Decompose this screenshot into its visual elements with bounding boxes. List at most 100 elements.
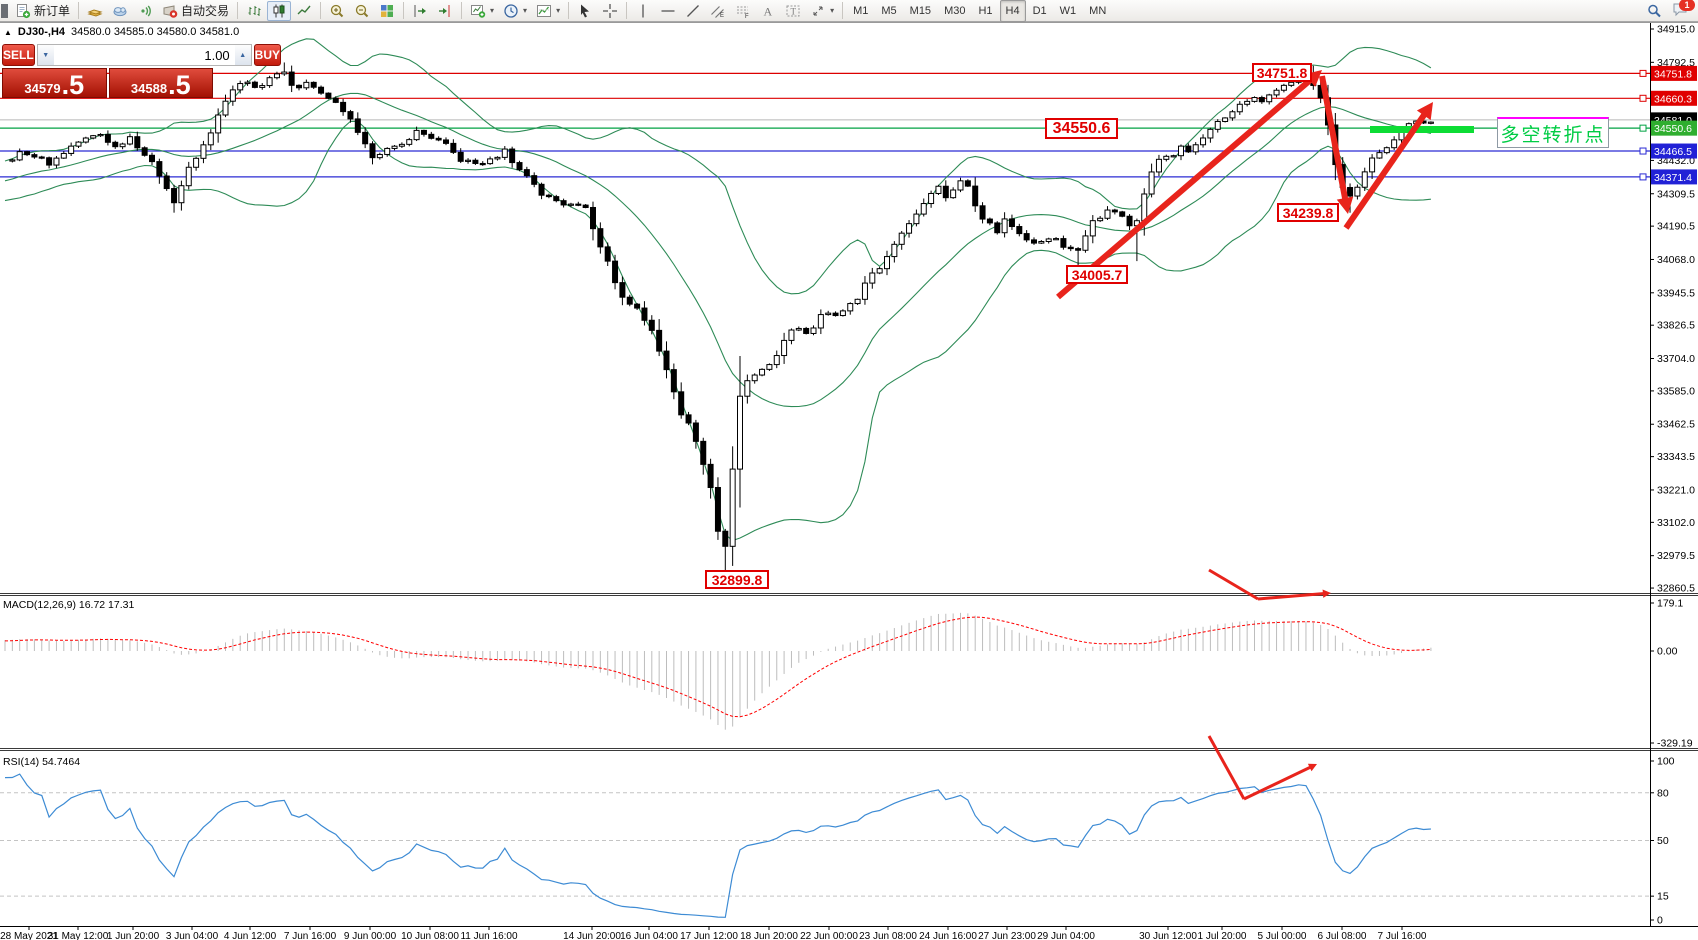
cursor-tool-button[interactable] bbox=[573, 1, 597, 21]
zoom-in-button[interactable] bbox=[325, 1, 349, 21]
sell-price-display[interactable]: 34579 .5 bbox=[2, 68, 107, 98]
rsi-label: RSI(14) 54.7464 bbox=[3, 756, 81, 768]
timeframe-M5[interactable]: M5 bbox=[881, 4, 897, 17]
autotrade-icon bbox=[163, 4, 178, 18]
timeframe-H4[interactable]: H4 bbox=[999, 0, 1026, 22]
timeframe-M1[interactable]: M1 bbox=[853, 4, 869, 17]
price-label-object[interactable]: 34239.8 bbox=[1277, 203, 1339, 222]
candle bbox=[31, 154, 38, 158]
timeframe-MN[interactable]: MN bbox=[1089, 4, 1107, 17]
candle bbox=[1016, 226, 1023, 235]
price-label-object[interactable]: 34550.6 bbox=[1045, 118, 1118, 139]
time-axis-label: 17 Jun 12:00 bbox=[680, 931, 738, 940]
timeframe-M30[interactable]: M30 bbox=[944, 4, 966, 17]
horizontal-line-tool[interactable] bbox=[656, 1, 680, 21]
trend-arrow bbox=[1319, 75, 1350, 206]
fibonacci-tool[interactable]: F bbox=[731, 1, 755, 21]
timeframe-H1[interactable]: H1 bbox=[978, 4, 993, 17]
candle bbox=[986, 218, 993, 224]
arrow-head bbox=[1307, 763, 1317, 772]
text-tool[interactable]: A bbox=[756, 1, 780, 21]
candle bbox=[391, 145, 398, 149]
note-text-object[interactable]: 多空转折点 bbox=[1497, 117, 1609, 148]
search-icon bbox=[1648, 4, 1661, 17]
indicators-button[interactable]: ▾ bbox=[532, 1, 564, 21]
trendline-tool[interactable] bbox=[681, 1, 705, 21]
candle bbox=[1053, 238, 1060, 241]
timeframe-D1[interactable]: D1 bbox=[1032, 4, 1047, 17]
chart-shift-icon bbox=[439, 4, 450, 17]
autotrade-button[interactable]: 自动交易 bbox=[158, 1, 233, 21]
candlestick-chart-button[interactable] bbox=[267, 0, 292, 21]
candle bbox=[406, 139, 413, 145]
timeframe-W1[interactable]: W1 bbox=[1059, 4, 1077, 17]
time-axis-label: 9 Jun 00:00 bbox=[344, 931, 397, 940]
timeframe-M15[interactable]: M15 bbox=[909, 4, 932, 17]
price-axis-label: 32979.5 bbox=[1657, 550, 1695, 562]
candle bbox=[1163, 155, 1170, 160]
candle bbox=[678, 391, 685, 416]
candle bbox=[90, 135, 97, 139]
zoom-out-button[interactable] bbox=[350, 1, 374, 21]
candle bbox=[560, 200, 567, 206]
candle bbox=[825, 312, 832, 316]
buy-price-display[interactable]: 34588 .5 bbox=[108, 68, 213, 98]
notifications-button[interactable]: 1 bbox=[1672, 0, 1695, 21]
chart-shift-button[interactable] bbox=[433, 1, 457, 21]
line-chart-button[interactable] bbox=[292, 1, 316, 21]
candle bbox=[1207, 128, 1214, 139]
candle bbox=[1244, 100, 1251, 105]
new-chart-button[interactable]: ▾ bbox=[466, 1, 498, 21]
price-badge-label: 34466.5 bbox=[1654, 146, 1692, 158]
candle bbox=[354, 118, 361, 133]
candle bbox=[891, 243, 898, 258]
autotrade-label: 自动交易 bbox=[181, 4, 230, 18]
price-axis-label: 34792.5 bbox=[1657, 57, 1695, 69]
price-badge bbox=[1651, 169, 1697, 185]
bar-chart-button[interactable] bbox=[242, 1, 266, 21]
arrows-tool[interactable]: ▾ bbox=[806, 1, 838, 21]
price-label-object[interactable]: 34005.7 bbox=[1066, 265, 1128, 284]
text-label-tool[interactable]: T bbox=[781, 1, 805, 21]
zoom-in-icon bbox=[330, 4, 344, 17]
volume-input[interactable] bbox=[53, 45, 235, 65]
period-button[interactable]: ▾ bbox=[499, 1, 531, 21]
history-center-button[interactable] bbox=[108, 1, 132, 21]
sell-button[interactable]: SELL bbox=[2, 44, 35, 66]
candle bbox=[553, 196, 560, 202]
market-watch-button[interactable] bbox=[83, 1, 107, 21]
equidistant-channel-icon: E bbox=[711, 5, 724, 19]
candle bbox=[795, 327, 802, 331]
equidistant-channel-tool[interactable]: E bbox=[706, 1, 730, 21]
candle bbox=[1089, 220, 1096, 237]
one-click-collapse-icon[interactable]: ▲ bbox=[4, 27, 12, 37]
sell-price-main: 34579 bbox=[24, 80, 61, 96]
level-anchor bbox=[1639, 94, 1647, 102]
rsi-axis-label: 100 bbox=[1657, 756, 1675, 768]
candle bbox=[788, 329, 795, 341]
candle bbox=[685, 414, 692, 424]
candle bbox=[766, 364, 773, 370]
volume-decrease-button[interactable]: ▼ bbox=[37, 45, 54, 65]
signals-button[interactable] bbox=[133, 1, 157, 21]
buy-button[interactable]: BUY bbox=[253, 44, 282, 66]
candle bbox=[413, 129, 420, 141]
tile-windows-button[interactable] bbox=[375, 1, 399, 21]
auto-scroll-button[interactable] bbox=[408, 1, 432, 21]
new-order-label: 新订单 bbox=[34, 4, 71, 18]
candle bbox=[810, 327, 817, 334]
vertical-line-tool[interactable] bbox=[631, 1, 655, 21]
candle bbox=[817, 314, 824, 329]
candle bbox=[46, 157, 53, 166]
trend-arrow bbox=[1207, 735, 1246, 800]
price-label-object[interactable]: 32899.8 bbox=[705, 570, 769, 589]
new-order-button[interactable]: 新订单 bbox=[11, 1, 74, 21]
price-label-object[interactable]: 34751.8 bbox=[1252, 63, 1312, 82]
candle bbox=[1214, 120, 1221, 130]
volume-increase-button[interactable]: ▲ bbox=[234, 45, 251, 65]
crosshair-tool-button[interactable] bbox=[598, 1, 622, 21]
search-button[interactable] bbox=[1642, 1, 1666, 21]
axes[interactable]: 34915.034792.534432.034309.534190.534068… bbox=[0, 22, 1698, 940]
time-axis-label: 4 Jun 12:00 bbox=[224, 931, 277, 940]
